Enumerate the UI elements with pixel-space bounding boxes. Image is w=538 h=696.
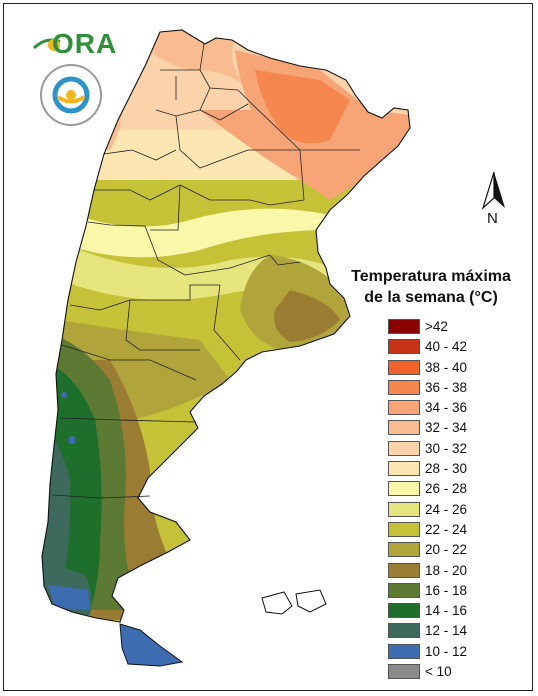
legend-label: 26 - 28: [425, 481, 468, 497]
legend-swatch: [388, 359, 420, 375]
legend-label: 28 - 30: [425, 461, 468, 477]
legend-swatch: [388, 420, 420, 436]
legend-swatch: [388, 582, 420, 598]
swoosh-icon: [32, 38, 61, 51]
map-legend: Temperatura máxima de la semana (°C) >42…: [345, 266, 525, 680]
legend-swatch: [388, 603, 420, 619]
malvinas-islands: [261, 589, 327, 615]
legend-swatch: [388, 461, 420, 477]
legend-label: 40 - 42: [425, 339, 468, 355]
legend-swatch: [388, 339, 420, 355]
legend-label: 34 - 36: [425, 400, 468, 416]
legend-label: 18 - 20: [425, 562, 468, 578]
legend-swatch: [388, 501, 420, 517]
legend-swatch: [388, 521, 420, 537]
legend-swatch: [388, 440, 420, 456]
tierra-del-fuego: [119, 623, 184, 667]
legend-swatch: [388, 400, 420, 416]
legend-label: 24 - 26: [425, 501, 468, 517]
legend-label: 38 - 40: [425, 359, 468, 375]
legend-label: 10 - 12: [425, 643, 468, 659]
legend-title-line-1: Temperatura máxima: [351, 268, 511, 285]
legend-swatch: [388, 542, 420, 558]
north-label: N: [487, 210, 498, 227]
legend-swatch: [388, 623, 420, 639]
legend-label: 30 - 32: [425, 440, 468, 456]
legend-label: 22 - 24: [425, 521, 468, 537]
legend-swatch: [388, 481, 420, 497]
legend-swatch: [388, 319, 420, 334]
legend-swatch: [388, 664, 420, 680]
north-arrow: N: [479, 170, 509, 232]
legend-title-line-2: de la semana (°C): [364, 289, 498, 306]
legend-swatch: [388, 379, 420, 395]
legend-label: 12 - 14: [425, 623, 468, 639]
smn-emblem-icon: [52, 76, 90, 114]
legend-swatch: [388, 562, 420, 578]
legend-label: 16 - 18: [425, 582, 468, 598]
legend-label: 36 - 38: [425, 379, 468, 395]
legend-label: < 10: [425, 664, 452, 680]
legend-label: 14 - 16: [425, 603, 468, 619]
ora-logo-text: ORA: [52, 28, 118, 59]
legend-swatch: [388, 643, 420, 659]
legend-title: Temperatura máxima de la semana (°C): [345, 266, 517, 308]
legend-label: 32 - 34: [425, 420, 468, 436]
legend-label: 20 - 22: [425, 542, 468, 558]
legend-label: >42: [425, 319, 448, 334]
ora-logo: ORA: [32, 26, 116, 60]
north-arrow-icon: [481, 171, 505, 210]
province-borders: [51, 43, 360, 499]
smn-seal-logo: [40, 64, 102, 126]
